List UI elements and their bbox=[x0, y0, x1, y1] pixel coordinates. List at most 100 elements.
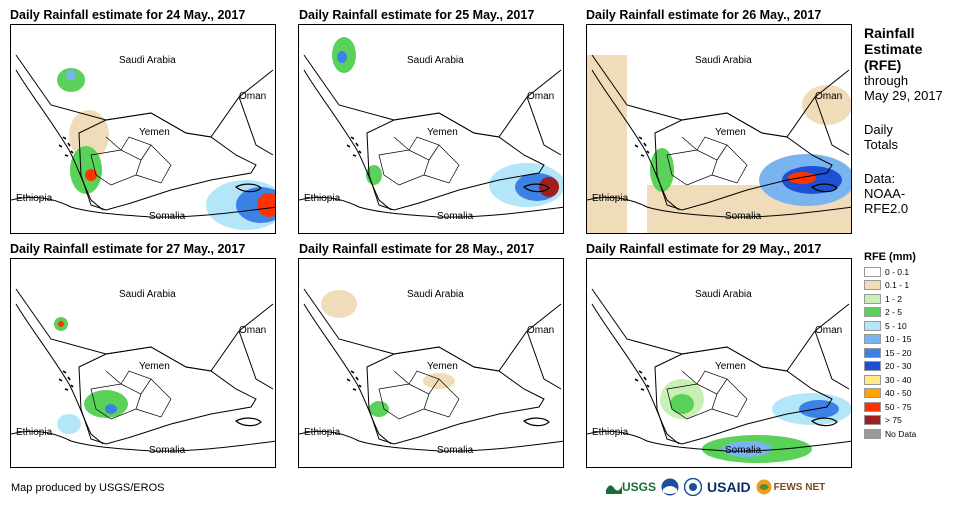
africa-coast bbox=[587, 430, 851, 452]
saudi-border bbox=[591, 288, 850, 372]
map-title-25: Daily Rainfall estimate for 25 May., 201… bbox=[299, 8, 535, 22]
oman-border bbox=[526, 96, 562, 156]
fews-logo: FEWS NET bbox=[756, 479, 826, 495]
legend-title: RFE (mm) bbox=[864, 251, 916, 263]
yemen-admin-1 bbox=[378, 149, 430, 186]
legend-swatch bbox=[864, 415, 881, 426]
place-label-oman: Oman bbox=[239, 91, 267, 102]
legend-label: No Data bbox=[885, 428, 917, 439]
oman-border bbox=[814, 330, 850, 390]
legend-label: 0 - 0.1 bbox=[885, 266, 910, 277]
farasan-islands bbox=[58, 370, 74, 391]
yemen-outline bbox=[654, 346, 833, 445]
usgs-logo: USGS bbox=[606, 480, 656, 494]
legend-label: 0.1 - 1 bbox=[885, 280, 910, 291]
map-geometry bbox=[587, 54, 851, 233]
map-title-28: Daily Rainfall estimate for 28 May., 201… bbox=[299, 242, 535, 256]
legend-swatch bbox=[864, 347, 881, 358]
legend-item: No Data bbox=[864, 427, 916, 441]
yemen-outline bbox=[78, 112, 257, 211]
legend-swatch bbox=[864, 361, 881, 372]
legend-swatch bbox=[864, 374, 881, 385]
legend-label: 2 - 5 bbox=[885, 307, 903, 318]
credit-text: Map produced by USGS/EROS bbox=[11, 482, 165, 494]
legend-swatch bbox=[864, 307, 881, 318]
map-geometry bbox=[11, 288, 275, 452]
legend-label: 20 - 30 bbox=[885, 361, 912, 372]
saudi-border bbox=[15, 288, 274, 372]
place-label-saudi: Saudi Arabia bbox=[119, 55, 176, 66]
socotra-island bbox=[810, 417, 838, 427]
place-label-ethiopia: Ethiopia bbox=[592, 427, 629, 438]
yemen-admin-2 bbox=[105, 370, 172, 418]
africa-coast bbox=[299, 196, 563, 218]
oman-border bbox=[814, 96, 850, 156]
place-label-yemen: Yemen bbox=[139, 127, 170, 138]
place-label-ethiopia: Ethiopia bbox=[592, 193, 629, 204]
map-panel-27: Saudi Arabia Oman Yemen Ethiopia Somalia bbox=[10, 258, 276, 468]
usaid-logo-text: USAID bbox=[707, 479, 751, 495]
legend-item: 15 - 20 bbox=[864, 346, 916, 360]
oman-border bbox=[238, 330, 274, 390]
yemen-admin-2 bbox=[105, 136, 172, 184]
place-label-ethiopia: Ethiopia bbox=[304, 193, 341, 204]
farasan-islands bbox=[346, 370, 362, 391]
place-label-somalia: Somalia bbox=[437, 445, 474, 456]
place-label-oman: Oman bbox=[815, 325, 843, 336]
legend-label: 30 - 40 bbox=[885, 374, 912, 385]
socotra-island bbox=[522, 417, 550, 427]
yemen-admin-2 bbox=[393, 370, 460, 418]
sidebar-daily: Daily Totals bbox=[864, 122, 898, 152]
legend-label: 1 - 2 bbox=[885, 293, 903, 304]
legend-item: 20 - 30 bbox=[864, 360, 916, 374]
legend-item: 5 - 10 bbox=[864, 319, 916, 333]
legend-item: 2 - 5 bbox=[864, 306, 916, 320]
place-label-somalia: Somalia bbox=[437, 211, 474, 222]
red-sea-coast bbox=[303, 69, 392, 211]
africa-coast bbox=[11, 196, 275, 218]
place-label-saudi: Saudi Arabia bbox=[695, 55, 752, 66]
place-label-yemen: Yemen bbox=[715, 127, 746, 138]
doc-seal-icon bbox=[684, 478, 703, 496]
place-label-somalia: Somalia bbox=[725, 211, 762, 222]
legend-item: 0 - 0.1 bbox=[864, 265, 916, 279]
socotra-island bbox=[234, 183, 262, 193]
legend-swatch bbox=[864, 280, 881, 291]
legend-swatch bbox=[864, 293, 881, 304]
map-title-27: Daily Rainfall estimate for 27 May., 201… bbox=[10, 242, 246, 256]
place-label-yemen: Yemen bbox=[427, 127, 458, 138]
place-label-oman: Oman bbox=[527, 91, 555, 102]
legend-item: 50 - 75 bbox=[864, 400, 916, 414]
legend-label: 15 - 20 bbox=[885, 347, 912, 358]
legend-label: 5 - 10 bbox=[885, 320, 907, 331]
yemen-outline bbox=[78, 346, 257, 445]
legend-item: 1 - 2 bbox=[864, 292, 916, 306]
legend: RFE (mm) 0 - 0.1 0.1 - 1 1 - 2 2 - 5 5 - 10 1… bbox=[864, 251, 916, 441]
africa-coast bbox=[299, 430, 563, 452]
fews-logo-text: FEWS NET bbox=[773, 481, 826, 493]
usaid-logo: USAID bbox=[707, 479, 751, 495]
map-geometry bbox=[11, 54, 275, 230]
farasan-islands bbox=[346, 136, 362, 157]
yemen-admin-2 bbox=[393, 136, 460, 184]
farasan-islands bbox=[634, 370, 650, 391]
legend-swatch bbox=[864, 266, 881, 277]
place-label-saudi: Saudi Arabia bbox=[119, 289, 176, 300]
place-label-somalia: Somalia bbox=[725, 445, 762, 456]
yemen-outline bbox=[366, 346, 545, 445]
saudi-border bbox=[15, 54, 274, 138]
socotra-island bbox=[810, 183, 838, 193]
sidebar: Rainfall Estimate (RFE) through May 29, … bbox=[864, 25, 959, 216]
legend-item: 0.1 - 1 bbox=[864, 279, 916, 293]
legend-swatch bbox=[864, 388, 881, 399]
place-label-oman: Oman bbox=[527, 325, 555, 336]
legend-item: 40 - 50 bbox=[864, 387, 916, 401]
oman-border bbox=[526, 330, 562, 390]
place-label-oman: Oman bbox=[815, 91, 843, 102]
map-panel-29: Saudi Arabia Oman Yemen Ethiopia Somalia bbox=[586, 258, 852, 468]
map-panel-25: Saudi Arabia Oman Yemen Ethiopia Somalia bbox=[298, 24, 564, 234]
yemen-admin-2 bbox=[681, 136, 748, 184]
place-label-ethiopia: Ethiopia bbox=[16, 193, 53, 204]
legend-swatch bbox=[864, 428, 881, 439]
fews-globe-icon bbox=[756, 479, 772, 495]
